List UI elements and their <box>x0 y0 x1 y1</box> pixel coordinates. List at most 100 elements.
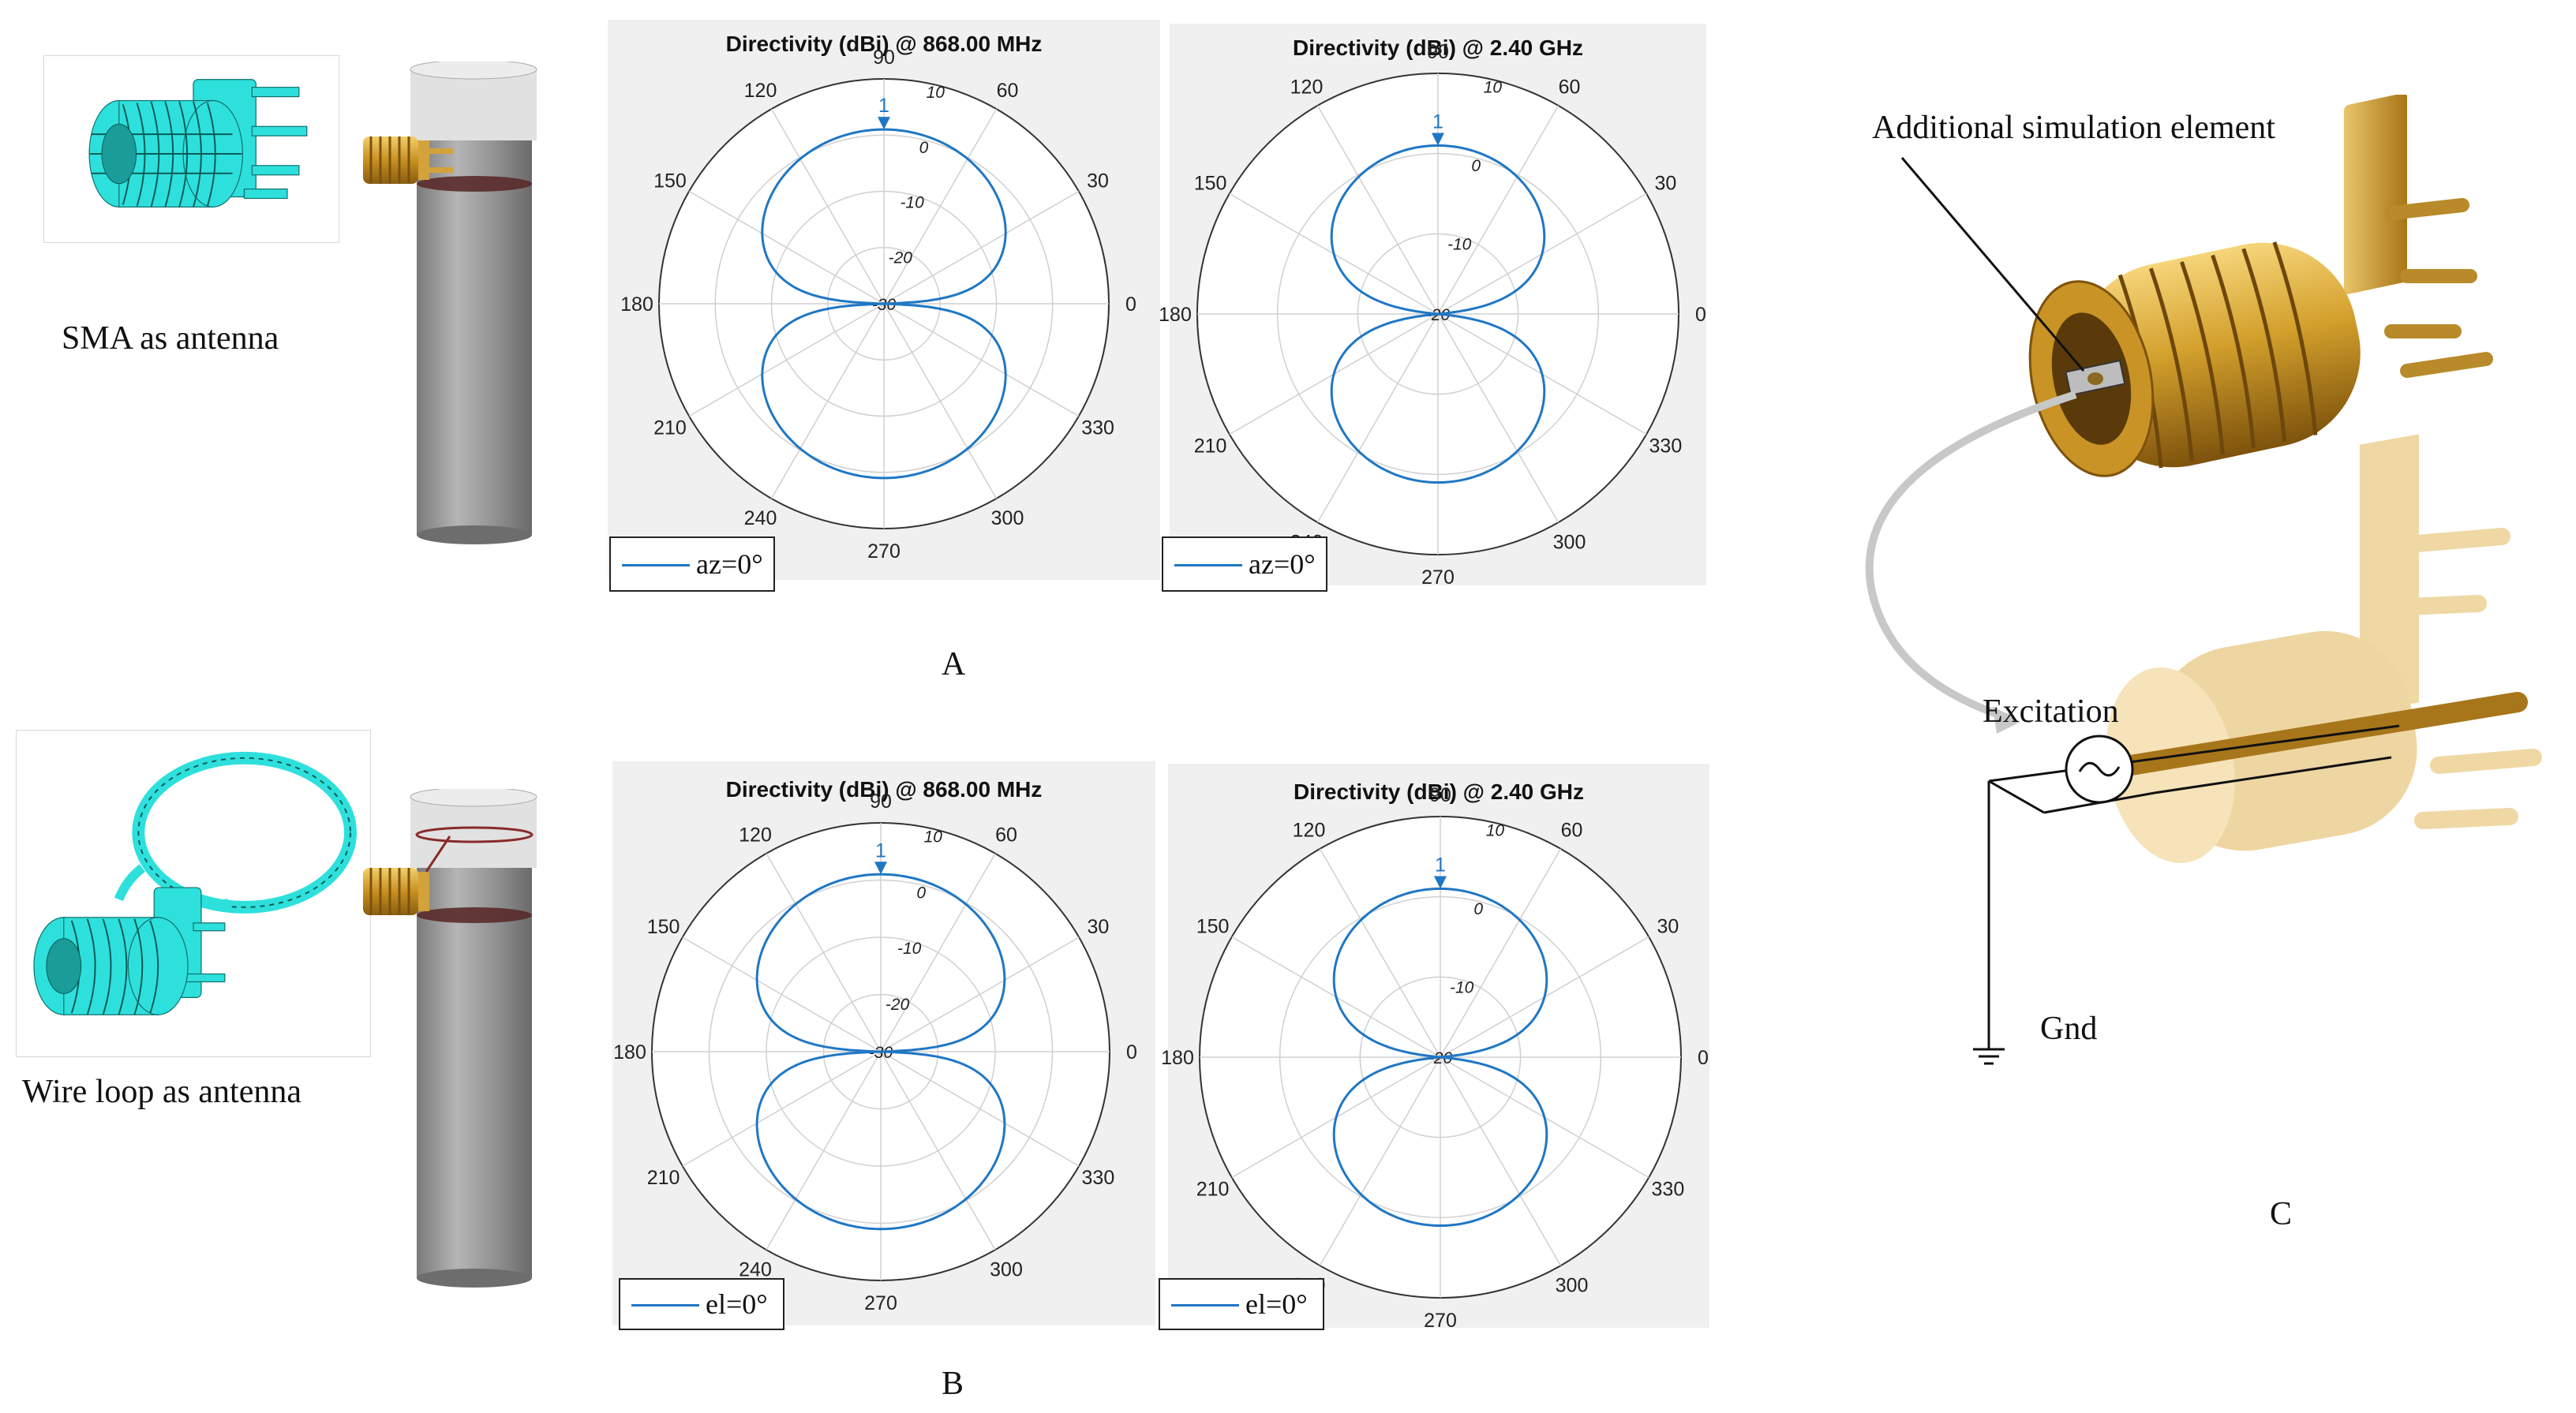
angle-tick-label: 330 <box>1649 435 1683 458</box>
legend-line <box>631 1304 699 1306</box>
grid-spoke <box>880 853 996 1052</box>
radial-tick-label: 0 <box>916 884 926 902</box>
angle-tick-label: 180 <box>613 1041 646 1063</box>
wire-loop-mesh-thumbnail <box>16 730 371 1057</box>
wire-loop-mesh-icon <box>33 751 357 1015</box>
legend-b-868mhz: el=0° <box>619 1278 784 1330</box>
grid-spoke <box>682 1051 882 1167</box>
grid-spoke <box>880 1051 1080 1167</box>
grid-spoke <box>1319 848 1441 1058</box>
angle-tick-label: 120 <box>744 80 777 102</box>
peak-marker-label: 1 <box>878 95 889 117</box>
grid-spoke <box>770 108 885 305</box>
chart-title: Directivity (dBi) @ 2.40 GHz <box>1294 779 1584 804</box>
directivity-pattern-line <box>755 873 1006 1231</box>
grid-spoke <box>1437 313 1559 523</box>
angle-tick-label: 0 <box>1125 293 1136 316</box>
radial-tick-label: 0 <box>919 139 929 157</box>
radial-tick-label: 10 <box>924 828 943 846</box>
polar-chart-b-868mhz: Directivity (dBi) @ 868.00 MHz 0 30 60 90 120… <box>612 761 1155 1325</box>
angle-tick-label: 90 <box>873 47 895 69</box>
tube-enclosure-sma <box>355 62 552 551</box>
polar-chart-svg: Directivity (dBi) @ 868.00 MHz 0 30 60 90 120… <box>620 32 1136 563</box>
peak-marker-icon <box>878 117 890 130</box>
angle-tick-label: 270 <box>867 540 900 563</box>
chart-title: Directivity (dBi) @ 2.40 GHz <box>1293 36 1583 60</box>
angle-tick-label: 30 <box>1087 916 1109 938</box>
angle-tick-label: 120 <box>1290 77 1324 99</box>
grid-spoke <box>766 853 882 1052</box>
radial-tick-label: 0 <box>1471 157 1481 175</box>
sma-connector-diagram <box>1839 95 2549 1105</box>
polar-chart-a-868mhz: Directivity (dBi) @ 868.00 MHz 0 30 60 90 120… <box>608 20 1160 580</box>
legend-a-868mhz: az=0° <box>609 536 775 592</box>
angle-tick-label: 60 <box>1559 77 1581 99</box>
angle-tick-label: 60 <box>997 80 1019 102</box>
sma-antenna-caption: SMA as antenna <box>62 320 279 357</box>
angle-tick-label: 300 <box>1556 1274 1589 1296</box>
radial-tick-label: 10 <box>1484 79 1503 97</box>
angle-tick-label: 240 <box>739 1258 772 1280</box>
angle-tick-label: 210 <box>653 417 687 439</box>
directivity-pattern-line <box>1332 888 1548 1227</box>
angle-tick-label: 120 <box>739 824 772 847</box>
polar-chart-svg: Directivity (dBi) @ 2.40 GHz 0 30 60 90 120 15… <box>1159 36 1706 589</box>
angle-tick-label: 0 <box>1695 304 1706 326</box>
excitation-label: Excitation <box>1983 693 2119 730</box>
excitation-circuit <box>1973 724 2400 1065</box>
angle-tick-label: 210 <box>1194 435 1227 458</box>
additional-element-label: Additional simulation element <box>1872 110 2275 146</box>
directivity-pattern-line <box>1330 144 1546 484</box>
directivity-pattern-line <box>761 128 1007 480</box>
angle-tick-label: 270 <box>1424 1310 1457 1332</box>
radial-tick-label: 10 <box>1486 822 1505 840</box>
angle-tick-label: 90 <box>1429 784 1451 806</box>
peak-marker-label: 1 <box>875 839 886 862</box>
radial-tick-label: -20 <box>886 996 910 1014</box>
grid-spoke <box>883 303 998 499</box>
grid-spoke <box>688 190 885 305</box>
peak-marker-label: 1 <box>1435 854 1446 877</box>
peak-marker-label: 1 <box>1432 111 1443 133</box>
angle-tick-label: 0 <box>1698 1047 1709 1069</box>
angle-tick-label: 90 <box>870 791 892 813</box>
gnd-label: Gnd <box>2040 1011 2098 1047</box>
angle-tick-label: 0 <box>1126 1041 1137 1063</box>
angle-tick-label: 300 <box>1553 531 1586 553</box>
angle-tick-label: 240 <box>744 507 777 529</box>
radial-tick-label: -10 <box>1450 979 1474 997</box>
grid-spoke <box>883 303 1080 417</box>
gold-connector-solid <box>2028 95 2493 477</box>
angle-tick-label: 30 <box>1657 916 1679 938</box>
radial-tick-label: 0 <box>1473 900 1483 918</box>
polar-chart-svg: Directivity (dBi) @ 2.40 GHz 0 30 60 90 120 15… <box>1161 779 1709 1332</box>
grid-spoke <box>1437 105 1559 315</box>
angle-tick-label: 90 <box>1427 41 1449 63</box>
grid-spoke <box>880 1051 996 1250</box>
legend-label: el=0° <box>1245 1288 1308 1320</box>
angle-tick-label: 180 <box>620 293 653 316</box>
polar-chart-svg: Directivity (dBi) @ 868.00 MHz 0 30 60 90 120… <box>613 777 1137 1314</box>
angle-tick-label: 210 <box>1196 1179 1230 1201</box>
grid-spoke <box>1316 313 1439 523</box>
legend-label: az=0° <box>696 548 763 580</box>
angle-tick-label: 180 <box>1159 304 1192 326</box>
center-pin <box>2121 692 2528 776</box>
annotation-pointer <box>1900 157 2085 372</box>
angle-tick-label: 180 <box>1161 1047 1194 1069</box>
radial-tick-label: -10 <box>897 940 922 958</box>
grid-spoke <box>766 1051 882 1250</box>
angle-tick-label: 150 <box>653 170 687 193</box>
grid-spoke <box>1319 1056 1441 1266</box>
sma-connector-illustration <box>1865 95 2542 1065</box>
peak-marker-icon <box>1432 133 1444 146</box>
angle-tick-label: 300 <box>991 507 1024 529</box>
grid-spoke <box>883 190 1080 305</box>
grid-spoke <box>880 936 1080 1052</box>
tube-sma-icon <box>363 62 537 544</box>
wire-loop-antenna-caption: Wire loop as antenna <box>22 1074 302 1110</box>
angle-tick-label: 60 <box>1561 820 1583 842</box>
chart-title: Directivity (dBi) @ 868.00 MHz <box>726 777 1043 802</box>
tube-wire-loop-icon <box>363 789 537 1288</box>
angle-tick-label: 150 <box>1194 173 1227 195</box>
